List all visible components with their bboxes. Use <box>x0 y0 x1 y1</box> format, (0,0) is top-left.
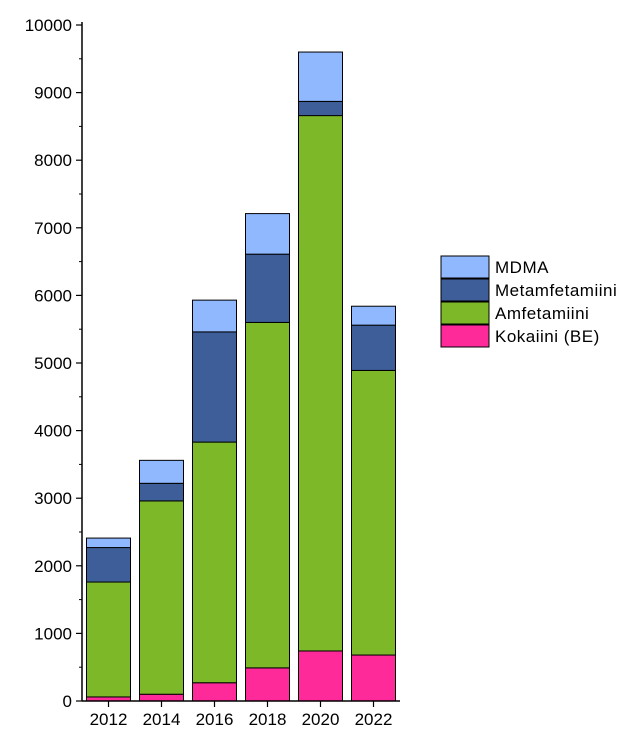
y-tick-label: 7000 <box>34 219 72 238</box>
bar-2012-mdma <box>86 537 131 549</box>
y-tick-label: 6000 <box>34 286 72 305</box>
x-tick-label-2020: 2020 <box>302 710 340 729</box>
y-tick-label: 2000 <box>34 557 72 576</box>
bar-2018-kokaiini-be <box>245 667 290 702</box>
legend-label-2: Amfetamiini <box>495 304 589 323</box>
y-tick-label: 10000 <box>25 16 72 35</box>
legend: MDMA Metamfetamiini Amfetamiini Kokaiini (B… <box>440 255 617 348</box>
bar-2016-mdma <box>192 299 237 333</box>
legend-swatch-3 <box>440 324 490 348</box>
bar-2016-kokaiini-be <box>192 682 237 702</box>
bar-2012-amfetamiini <box>86 581 131 698</box>
bar-2016-metamfetamiini <box>192 331 237 443</box>
bar-2018-metamfetamiini <box>245 253 290 323</box>
bars-group <box>86 51 396 702</box>
x-tick-label-2016: 2016 <box>196 710 234 729</box>
bar-2016-amfetamiini <box>192 441 237 684</box>
y-tick-label: 8000 <box>34 151 72 170</box>
y-tick-label: 1000 <box>34 624 72 643</box>
legend-label-3: Kokaiini (BE) <box>495 327 600 346</box>
y-tick-label: 4000 <box>34 422 72 441</box>
bar-2022-kokaiini-be <box>351 654 396 702</box>
bar-2022-metamfetamiini <box>351 324 396 371</box>
x-tick-label-2022: 2022 <box>355 710 393 729</box>
y-tick-label: 5000 <box>34 354 72 373</box>
legend-label-0: MDMA <box>495 258 549 277</box>
bar-2014-metamfetamiini <box>139 482 184 502</box>
x-tick-label-2012: 2012 <box>90 710 128 729</box>
bar-2020-amfetamiini <box>298 115 343 652</box>
bar-2012-metamfetamiini <box>86 547 131 583</box>
bar-2022-mdma <box>351 305 396 326</box>
x-tick-label-2018: 2018 <box>249 710 287 729</box>
y-tick-label: 0 <box>63 692 72 711</box>
legend-swatch-1 <box>440 278 490 302</box>
bar-2018-amfetamiini <box>245 321 290 669</box>
bar-2014-mdma <box>139 459 184 484</box>
legend-label-1: Metamfetamiini <box>495 281 617 300</box>
axes-group: 0 1000 2000 3000 4000 5000 6000 7000 8000 9000 100… <box>25 16 400 729</box>
bar-2014-kokaiini-be <box>139 693 184 702</box>
bar-2022-amfetamiini <box>351 369 396 656</box>
bar-2020-metamfetamiini <box>298 100 343 117</box>
bar-2014-amfetamiini <box>139 500 184 695</box>
x-tick-label-2014: 2014 <box>143 710 181 729</box>
bar-2018-mdma <box>245 213 290 255</box>
y-tick-label: 3000 <box>34 489 72 508</box>
bar-2020-kokaiini-be <box>298 650 343 702</box>
legend-swatch-2 <box>440 301 490 325</box>
legend-swatch-0 <box>440 255 490 279</box>
bar-2020-mdma <box>298 51 343 102</box>
y-tick-label: 9000 <box>34 84 72 103</box>
